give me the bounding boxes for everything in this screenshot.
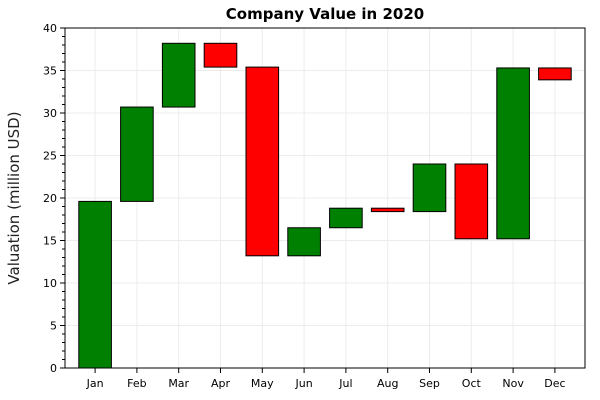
bar-apr: [203, 42, 238, 68]
y-tick-label: 40: [43, 22, 57, 35]
x-tick-label: Nov: [502, 377, 524, 390]
x-tick-label: Oct: [462, 377, 482, 390]
bar-aug: [370, 207, 405, 213]
y-tick-label: 35: [43, 65, 57, 78]
x-tick-label: Aug: [377, 377, 398, 390]
x-axis: Jan Feb Mar Apr May Jun Jul Aug Sep Oct Nov Dec: [86, 368, 566, 390]
x-tick-label: Dec: [544, 377, 565, 390]
x-tick-label: Jun: [295, 377, 313, 390]
bar-oct: [454, 163, 489, 240]
x-tick-label: Sep: [419, 377, 440, 390]
bar-mar: [161, 42, 196, 108]
y-tick-label: 20: [43, 192, 57, 205]
bar-dec: [538, 67, 572, 81]
bar-jun: [287, 227, 321, 257]
bar-jul: [329, 207, 363, 229]
chart-title: Company Value in 2020: [226, 5, 424, 23]
x-tick-label: Feb: [127, 377, 146, 390]
y-tick-label: 0: [50, 362, 57, 375]
y-axis: 0 5 10 15 20 25 30 35 40: [43, 22, 65, 375]
x-tick-label: Jan: [86, 377, 104, 390]
x-tick-label: Jul: [338, 377, 352, 390]
x-tick-label: Mar: [168, 377, 189, 390]
y-tick-label: 25: [43, 150, 57, 163]
y-tick-label: 5: [50, 320, 57, 333]
x-tick-label: Apr: [211, 377, 231, 390]
bar-nov: [496, 67, 530, 240]
y-tick-label: 10: [43, 277, 57, 290]
x-tick-label: May: [251, 377, 274, 390]
bars: [78, 42, 572, 369]
y-tick-label: 15: [43, 235, 57, 248]
bar-jan: [78, 200, 112, 369]
y-axis-label: Valuation (million USD): [5, 111, 23, 284]
y-tick-label: 30: [43, 107, 57, 120]
bar-feb: [120, 106, 154, 202]
bar-sep: [412, 163, 447, 213]
bar-may: [245, 66, 280, 257]
